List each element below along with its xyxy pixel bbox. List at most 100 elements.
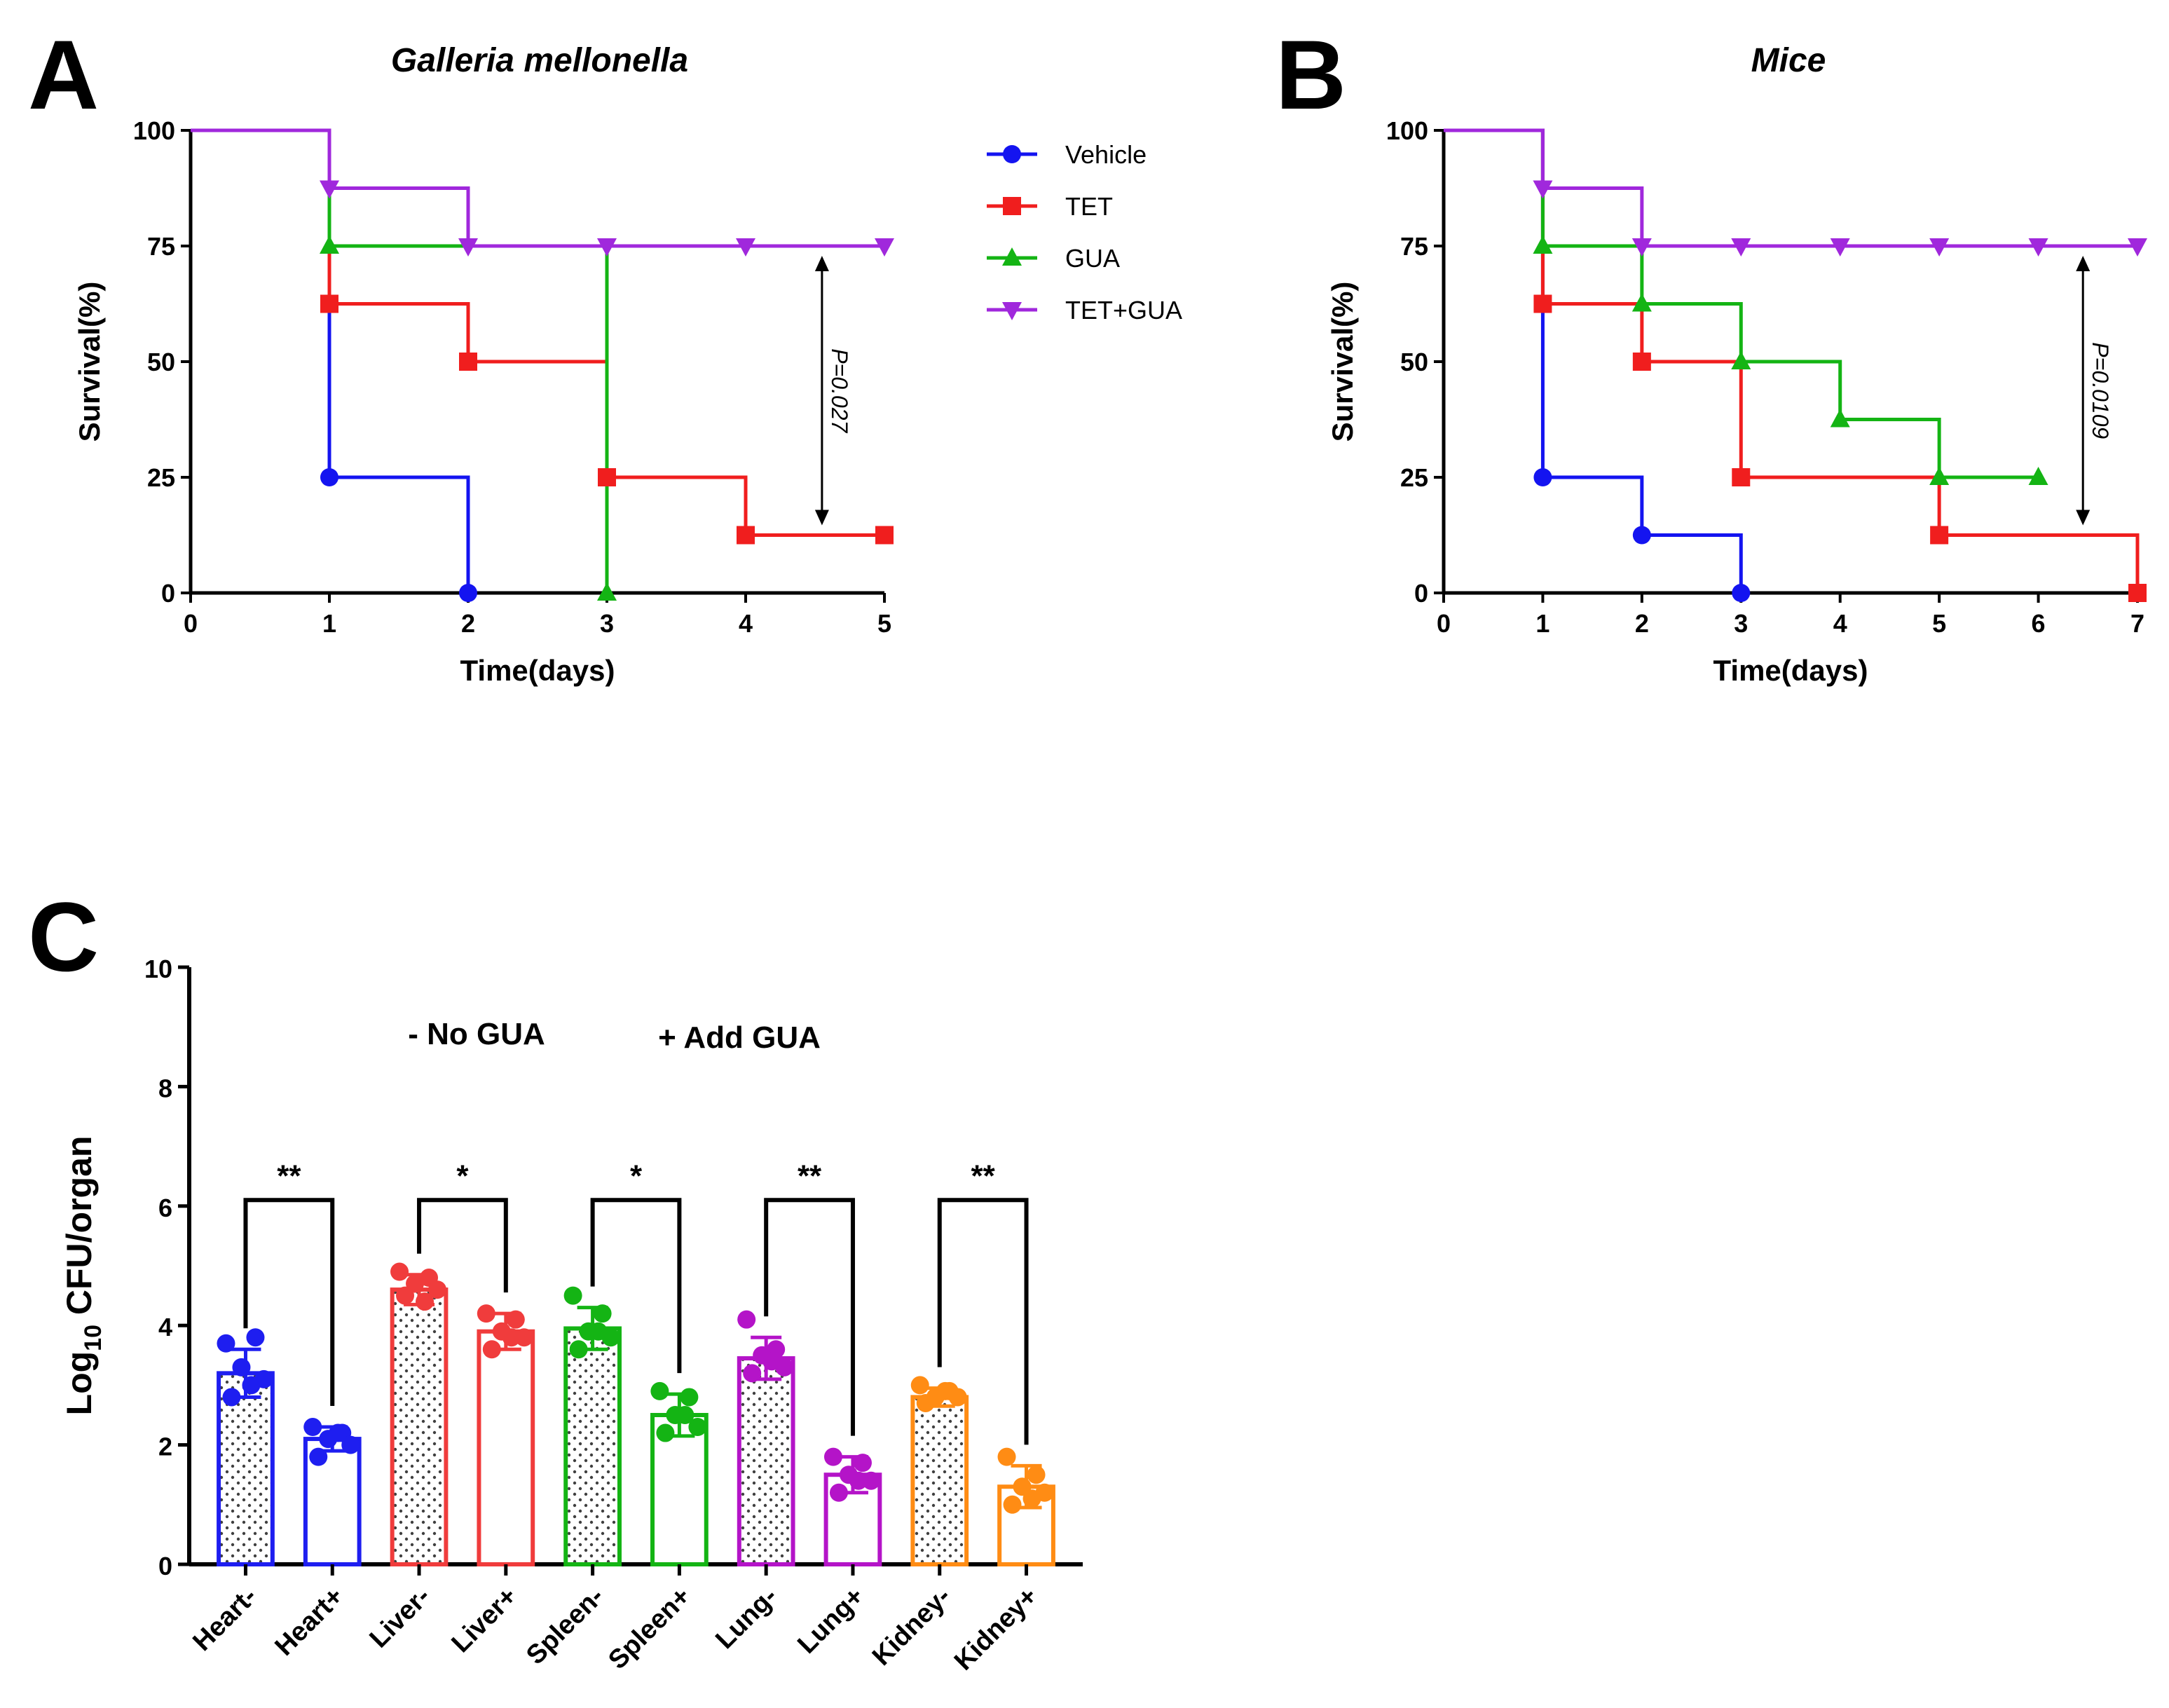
data-point (329, 1423, 348, 1442)
data-point-vehicle (459, 584, 477, 602)
data-point (428, 1280, 447, 1299)
category-label: Liver- (364, 1582, 437, 1654)
x-tick-label: 1 (322, 609, 336, 638)
data-point (650, 1381, 669, 1400)
series-line-tetgua (1444, 128, 2137, 248)
significance-stars: ** (971, 1159, 996, 1193)
data-point-tet (320, 294, 338, 313)
data-point-tetgua (1830, 238, 1850, 257)
legend-marker (1003, 145, 1021, 163)
data-point (569, 1340, 588, 1359)
bar-hatch (912, 1397, 967, 1564)
y-tick-label: 25 (147, 463, 175, 492)
data-point (823, 1447, 842, 1466)
data-point-gua (1830, 409, 1850, 428)
data-point-gua (1929, 467, 1950, 485)
data-point (396, 1286, 415, 1305)
panel-b-chart: 0 25 50 75 100 0 1 2 3 4 5 6 7 Time(days) Survival(%) P… (1326, 116, 2147, 687)
panel-c-letter: C (28, 882, 99, 992)
bar-liver-plus (477, 1329, 535, 1566)
data-point (829, 1483, 848, 1502)
panel-b-letter: B (1275, 20, 1346, 130)
panel-c-chart: 0 2 4 6 8 10 Heart- Heart+ Liver- Liver+Spleen-Sp… (144, 955, 1083, 1676)
data-point-tetgua (2128, 238, 2147, 257)
data-point (861, 1471, 880, 1490)
x-axis-label: Time(days) (460, 654, 615, 687)
data-point-tetgua (1929, 238, 1950, 257)
legend-label: TET (1065, 192, 1113, 221)
x-tick-label: 5 (877, 609, 891, 638)
panel-a-letter: A (28, 20, 99, 130)
y-tick-label: 0 (1414, 579, 1428, 608)
legend: Vehicle TET GUA TET+GUA (987, 140, 1182, 324)
data-point (309, 1447, 328, 1466)
y-axis-label: Survival(%) (1326, 282, 1359, 442)
category-label: Heart+ (270, 1582, 350, 1662)
data-point (743, 1364, 762, 1383)
legend-label: TET+GUA (1065, 296, 1182, 324)
data-point-tetgua (1631, 238, 1652, 257)
significance-bracket (937, 1198, 1029, 1445)
bar-hatch (739, 1358, 793, 1564)
significance-bracket (417, 1198, 508, 1293)
data-point-tetgua (320, 180, 339, 199)
x-tick-label: 4 (739, 609, 753, 638)
data-point-gua (1533, 235, 1553, 254)
data-point (676, 1406, 695, 1424)
y-tick-label: 10 (144, 955, 172, 983)
bar-fill-group (739, 1358, 793, 1564)
ylabel-subscript: 10 (80, 1325, 107, 1351)
panel-a-chart: 0 25 50 75 100 0 1 2 3 4 5 Time(days) Survival(%) P=0… (73, 116, 894, 687)
data-point-tetgua (1731, 238, 1751, 257)
x-tick-label: 6 (2032, 609, 2046, 638)
data-point (656, 1423, 675, 1442)
ylabel-prefix: Log (60, 1351, 99, 1416)
x-tick-label: 3 (600, 609, 614, 638)
data-point (762, 1352, 781, 1371)
series-line-tet (1444, 128, 2140, 593)
data-point (737, 1310, 756, 1329)
data-point-vehicle (1732, 584, 1751, 602)
data-point-tetgua (458, 238, 478, 257)
legend-marker (1003, 197, 1021, 215)
data-point (1003, 1495, 1022, 1514)
data-point-gua (1731, 351, 1751, 369)
significance-bracket (764, 1198, 855, 1436)
y-tick-label: 0 (158, 1552, 172, 1580)
legend-marker (1002, 247, 1022, 266)
x-tick-label: 0 (184, 609, 198, 638)
y-tick-label: 50 (147, 348, 175, 376)
data-point (390, 1262, 409, 1281)
y-tick-label: 75 (147, 232, 175, 261)
y-axis-label: Survival(%) (73, 282, 106, 442)
legend-label: GUA (1065, 244, 1120, 273)
bar-fill-group (566, 1328, 620, 1564)
p-value-label: P=0.0109 (2088, 342, 2113, 439)
data-point (477, 1304, 495, 1323)
p-value-label: P=0.027 (827, 348, 852, 433)
y-tick-label: 100 (1386, 116, 1428, 145)
bar-fill-group (392, 1290, 446, 1564)
x-tick-label: 4 (1833, 609, 1847, 638)
category-label: Spleen+ (603, 1582, 696, 1675)
data-point-vehicle (320, 468, 338, 486)
arrow-head-bottom (2076, 510, 2091, 526)
data-point (849, 1471, 868, 1490)
bar-fill-group (912, 1397, 967, 1564)
legend-marker (1002, 302, 1022, 320)
data-point-tet (2128, 584, 2147, 602)
data-point-tet (598, 468, 616, 486)
category-label: Kidney- (867, 1582, 957, 1672)
category-label: Lung- (710, 1582, 783, 1655)
panel-a-title: Galleria mellonella (391, 42, 688, 79)
data-point (222, 1388, 241, 1407)
significance-bracket (243, 1198, 335, 1407)
x-tick-label: 2 (1635, 609, 1649, 638)
x-tick-label: 0 (1437, 609, 1451, 638)
data-point (482, 1340, 501, 1359)
data-point-tet (875, 526, 894, 545)
y-tick-label: 6 (158, 1194, 172, 1222)
data-point (506, 1310, 525, 1329)
data-point (936, 1381, 955, 1400)
category-label: Lung+ (792, 1582, 870, 1660)
